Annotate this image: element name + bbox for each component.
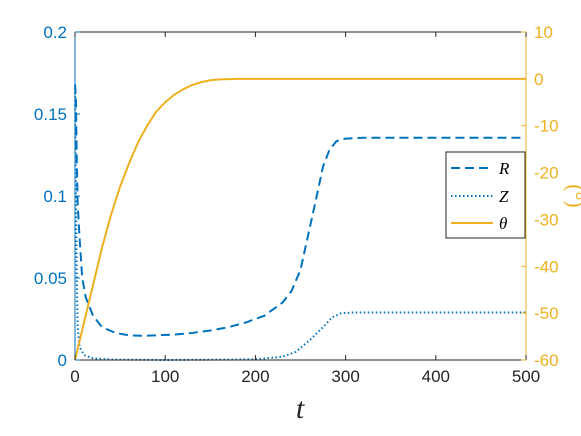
left-tick-label: 0	[58, 351, 67, 370]
x-tick-label: 0	[70, 367, 79, 386]
x-tick-label: 100	[151, 367, 179, 386]
right-tick-label: -10	[534, 117, 559, 136]
left-tick-label: 0.2	[43, 23, 67, 42]
left-tick-label: 0.1	[43, 187, 67, 206]
legend: R Z θ	[445, 151, 526, 239]
legend-label-r: R	[498, 159, 510, 178]
x-tick-label: 300	[331, 367, 359, 386]
right-tick-label: -60	[534, 351, 559, 370]
right-tick-label: -40	[534, 257, 559, 276]
legend-box	[445, 151, 526, 239]
x-axis-label: t	[296, 392, 305, 425]
right-tick-label: 0	[534, 70, 543, 89]
series-line-2	[74, 84, 526, 361]
right-axis-label: (°)	[563, 184, 581, 207]
series-line-3	[74, 77, 526, 361]
axes-layer: 0 100 200 300 400 50000.050.10.150.2-60-50-40…	[34, 23, 559, 386]
x-tick-label: 500	[512, 367, 540, 386]
left-tick-label: 0.15	[34, 105, 67, 124]
left-tick-label: 0.05	[34, 269, 67, 288]
x-tick-label: 400	[422, 367, 450, 386]
right-tick-label: -50	[534, 304, 559, 323]
legend-label-theta: θ	[499, 214, 507, 233]
right-tick-label: -20	[534, 164, 559, 183]
series-layer	[74, 77, 526, 361]
legend-label-z: Z	[499, 187, 509, 206]
x-tick-label: 200	[241, 367, 269, 386]
right-tick-label: 10	[534, 23, 553, 42]
right-tick-label: -30	[534, 210, 559, 229]
series-line-1	[74, 84, 526, 337]
